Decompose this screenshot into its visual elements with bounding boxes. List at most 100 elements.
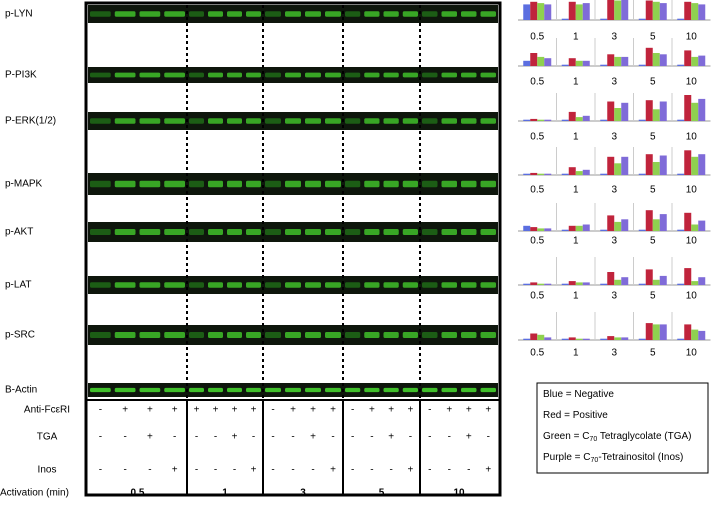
blot-band xyxy=(345,72,361,78)
bar xyxy=(684,212,692,231)
blot-band xyxy=(422,332,438,338)
category-label: 5 xyxy=(650,77,656,88)
blot-band xyxy=(246,387,261,393)
bar xyxy=(537,334,545,340)
bar xyxy=(652,53,660,66)
blot-label: p-SRC xyxy=(5,330,35,341)
blot-band xyxy=(461,332,477,338)
sign: + xyxy=(172,405,178,416)
sign: - xyxy=(291,465,294,476)
bar xyxy=(568,111,576,121)
blot-band xyxy=(90,180,111,188)
blot-band xyxy=(227,282,242,288)
bar xyxy=(575,4,583,21)
legend-entry: Green = C70 Tetraglycolate (TGA) xyxy=(543,431,692,443)
blot-band xyxy=(461,72,477,78)
activation-group: 0.5 xyxy=(131,488,145,499)
activation-label: Activation (min) xyxy=(0,488,69,499)
bar xyxy=(638,18,646,20)
bar xyxy=(645,210,653,231)
bar xyxy=(691,102,699,121)
blot-band xyxy=(139,180,161,188)
bar xyxy=(537,173,545,175)
blot-band xyxy=(114,11,136,17)
sign: + xyxy=(485,465,491,476)
blot-band xyxy=(325,180,341,188)
category-label: 0.5 xyxy=(530,291,544,302)
bar xyxy=(614,0,622,20)
category-label: 10 xyxy=(686,291,698,302)
blot-band xyxy=(189,332,204,338)
sign: - xyxy=(214,465,217,476)
blot-band xyxy=(164,282,185,288)
blot-band xyxy=(227,387,242,393)
sign: + xyxy=(330,465,336,476)
bar xyxy=(544,228,552,231)
blot-band xyxy=(305,11,321,17)
bar xyxy=(561,283,569,285)
blot-band xyxy=(285,118,301,124)
blot-band xyxy=(383,387,399,393)
blot-label: p-LYN xyxy=(5,9,33,20)
blot-band xyxy=(441,180,457,188)
bar xyxy=(652,324,660,340)
bar xyxy=(561,64,569,66)
category-label: 10 xyxy=(686,32,698,43)
sign: + xyxy=(466,405,472,416)
bar xyxy=(523,338,531,340)
blot-band xyxy=(480,118,496,124)
bar xyxy=(600,173,608,175)
blot-band xyxy=(114,282,136,288)
sign: - xyxy=(428,432,431,443)
bar xyxy=(568,1,576,21)
sign: + xyxy=(172,465,178,476)
activation-group: 1 xyxy=(222,488,228,499)
sign: + xyxy=(407,405,413,416)
sign: + xyxy=(122,405,128,416)
blot-band xyxy=(285,72,301,78)
blot-band xyxy=(402,229,418,235)
sign: - xyxy=(409,432,412,443)
bar xyxy=(691,329,699,340)
blot-band xyxy=(208,282,223,288)
bar xyxy=(582,224,590,231)
blot-band xyxy=(246,11,261,17)
blot-band xyxy=(285,387,301,393)
sign: + xyxy=(310,405,316,416)
bar xyxy=(568,337,576,340)
sign: + xyxy=(485,405,491,416)
sign: + xyxy=(213,405,219,416)
sign: - xyxy=(351,465,354,476)
bar xyxy=(600,64,608,66)
bar xyxy=(575,338,583,340)
blot-band xyxy=(189,11,204,17)
blot-band xyxy=(480,282,496,288)
bar xyxy=(652,109,660,121)
bar xyxy=(568,225,576,231)
blot-band xyxy=(441,118,457,124)
blot-band xyxy=(461,180,477,188)
blot-band xyxy=(164,387,185,393)
bar xyxy=(645,154,653,175)
category-label: 3 xyxy=(611,185,617,196)
category-label: 5 xyxy=(650,32,656,43)
blot-band xyxy=(114,229,136,235)
blot-band xyxy=(227,180,242,188)
blot-band xyxy=(480,387,496,393)
blot-band xyxy=(189,180,204,188)
bar xyxy=(537,119,545,121)
blot-label: p-MAPK xyxy=(5,179,43,190)
blot-band xyxy=(114,180,136,188)
sign: - xyxy=(148,465,151,476)
bar xyxy=(677,338,685,340)
category-label: 1 xyxy=(573,236,579,247)
sign: + xyxy=(407,465,413,476)
blot-band xyxy=(208,72,223,78)
bar xyxy=(607,336,615,340)
blot-band xyxy=(265,229,281,235)
bar xyxy=(698,154,706,175)
activation-group: 10 xyxy=(453,488,465,499)
bar xyxy=(614,108,622,121)
blot-band xyxy=(139,332,161,338)
